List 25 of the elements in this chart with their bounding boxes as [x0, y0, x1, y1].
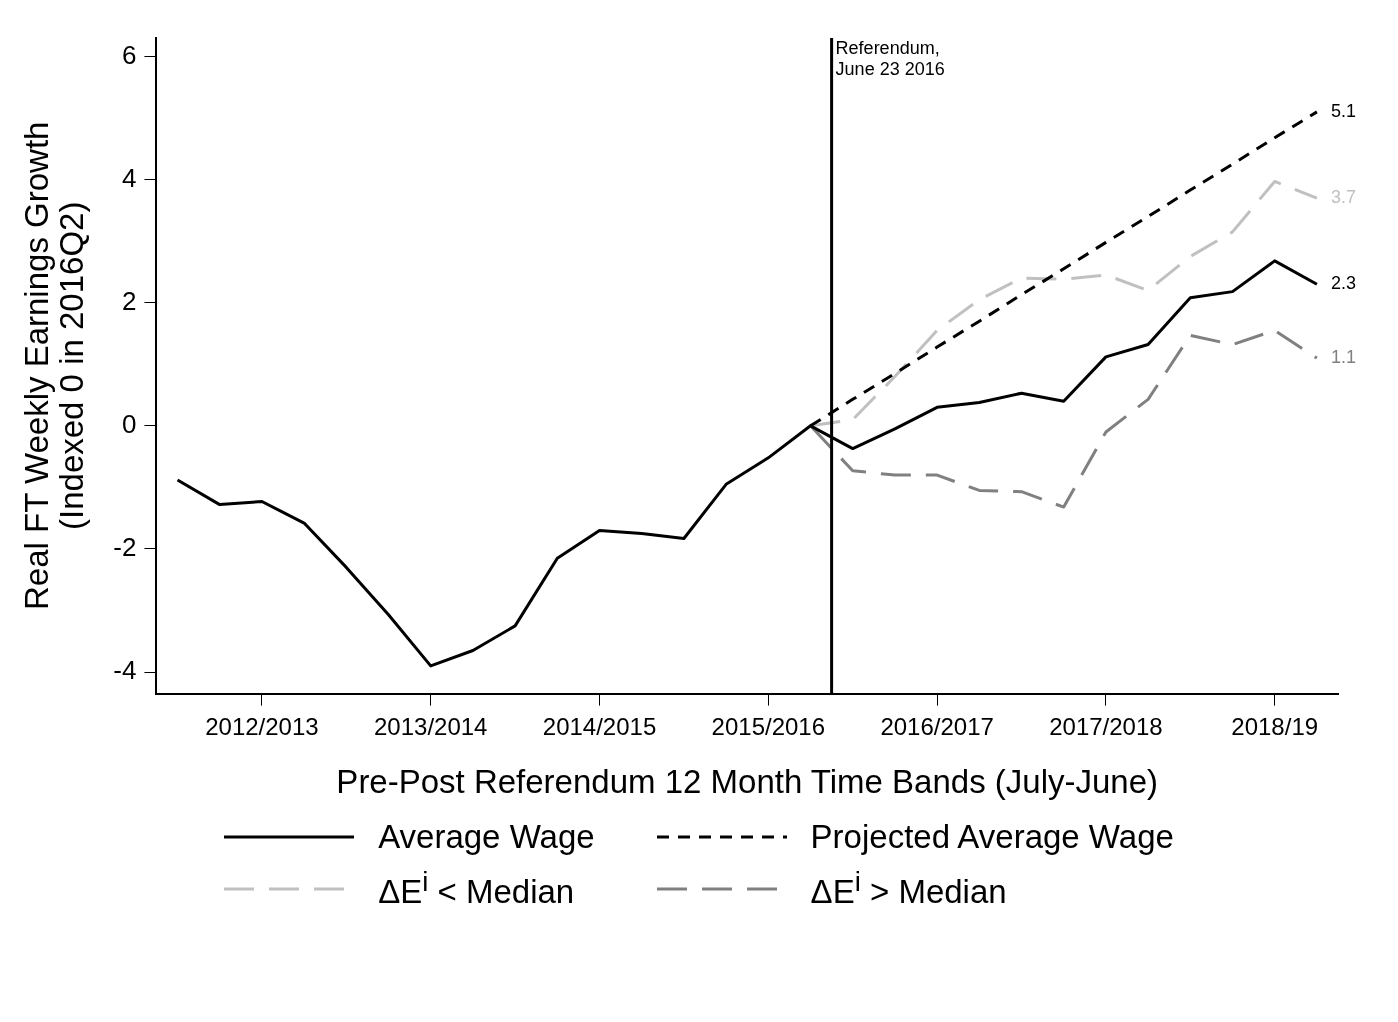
- y-axis-title: Real FT Weekly Earnings Growth (Indexed 0 in 2016Q2): [18, 121, 91, 611]
- y-tick-label: 2: [121, 285, 137, 316]
- annotation: Referendum, June 23 2016: [835, 37, 945, 79]
- legend-label: Average Wage: [378, 818, 595, 856]
- y-tick-label: -2: [113, 532, 137, 563]
- x-tick-label: 2015/2016: [711, 712, 826, 740]
- annotation: 3.7: [1330, 187, 1356, 208]
- x-tick-label: 2013/2014: [373, 712, 488, 740]
- x-tick-label: 2012/2013: [205, 712, 319, 740]
- y-tick-label: 0: [121, 408, 137, 439]
- annotation: 2.3: [1330, 273, 1356, 294]
- y-tick-label: 6: [121, 39, 137, 70]
- x-tick-label: 2018/19: [1231, 712, 1319, 740]
- line-series: [809, 328, 1319, 509]
- x-axis-title: Pre-Post Referendum 12 Month Time Bands (July-June): [336, 763, 1159, 801]
- legend-label: Projected Average Wage: [810, 818, 1174, 856]
- legend-label: ΔE$^{i}$ > Median: [810, 866, 1007, 911]
- annotation: 5.1: [1330, 100, 1356, 121]
- annotation: 1.1: [1330, 347, 1356, 368]
- x-tick-label: 2014/2015: [542, 712, 657, 740]
- y-tick-label: -4: [113, 655, 137, 686]
- y-tick-label: 4: [121, 162, 137, 193]
- x-tick-label: 2016/2017: [880, 712, 994, 740]
- x-tick-label: 2017/2018: [1049, 712, 1163, 740]
- legend-label: ΔE$^{i}$ < Median: [378, 866, 575, 911]
